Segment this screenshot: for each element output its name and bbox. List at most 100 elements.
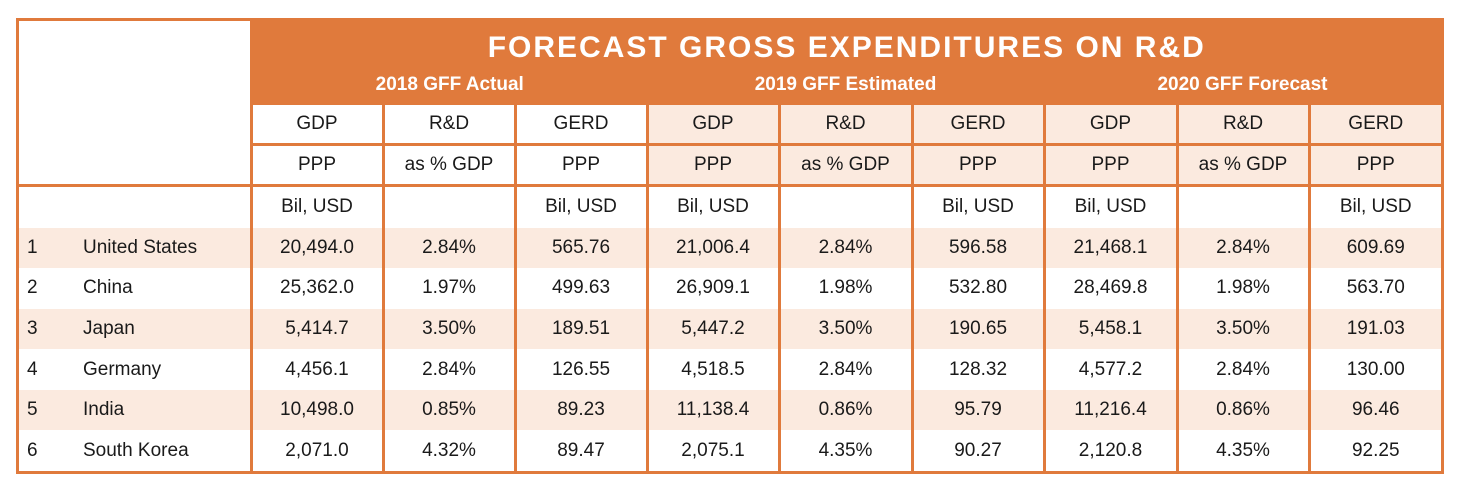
- value-gerd-2020: 92.25: [1307, 430, 1441, 471]
- value-gdp-2018: 4,456.1: [249, 349, 383, 390]
- value-gdp-2018: 10,498.0: [249, 389, 383, 431]
- unit-gdp-2020: Bil, USD: [1042, 185, 1177, 228]
- value-gdp-2019: 5,447.2: [645, 308, 779, 350]
- header-rd-2018: R&D: [381, 105, 515, 146]
- country-cell: South Korea: [75, 430, 251, 471]
- value-gdp-2020: 28,469.8: [1042, 268, 1177, 309]
- value-rd-2018: 3.50%: [381, 308, 515, 350]
- value-rd-2019: 2.84%: [777, 227, 912, 269]
- value-gerd-2020: 130.00: [1307, 349, 1441, 390]
- table-row: 2 China 25,362.0 1.97% 499.63 26,909.1 1.98% 53…: [19, 268, 1441, 309]
- value-rd-2018: 2.84%: [381, 349, 515, 390]
- country-cell: Japan: [75, 308, 251, 350]
- value-rd-2018: 4.32%: [381, 430, 515, 471]
- value-gdp-2018: 25,362.0: [249, 268, 383, 309]
- value-gerd-2019: 128.32: [910, 349, 1044, 390]
- value-gerd-2019: 90.27: [910, 430, 1044, 471]
- subheader-gerd-2019: PPP: [910, 144, 1044, 187]
- rank-cell: 3: [19, 308, 75, 350]
- value-gerd-2020: 563.70: [1307, 268, 1441, 309]
- subheader-gdp-2018: PPP: [251, 144, 383, 187]
- unit-rd-2019: [777, 185, 912, 228]
- value-gerd-2019: 532.80: [910, 268, 1044, 309]
- units-row: Bil, USD Bil, USD Bil, USD Bil, USD Bil, USD…: [19, 185, 1441, 228]
- gerd-table: FORECAST GROSS EXPENDITURES ON R&D 2018 …: [19, 21, 1441, 471]
- header-row-measure: GDP R&D GERD GDP R&D GERD GDP R&D GERD: [19, 105, 1441, 146]
- value-rd-2018: 1.97%: [381, 268, 515, 309]
- value-rd-2020: 2.84%: [1175, 349, 1309, 390]
- value-gdp-2020: 5,458.1: [1042, 308, 1177, 350]
- value-gdp-2020: 21,468.1: [1042, 227, 1177, 269]
- value-rd-2019: 1.98%: [777, 268, 912, 309]
- header-gerd-2018: GERD: [513, 105, 647, 146]
- value-rd-2020: 4.35%: [1175, 430, 1309, 471]
- rank-cell: 6: [19, 430, 75, 471]
- value-rd-2020: 0.86%: [1175, 389, 1309, 431]
- group-2020: 2020 GFF Forecast: [1044, 65, 1441, 105]
- value-gdp-2019: 11,138.4: [645, 389, 779, 431]
- table-body: Bil, USD Bil, USD Bil, USD Bil, USD Bil, USD…: [19, 185, 1441, 471]
- header-gdp-2019: GDP: [645, 105, 779, 146]
- country-cell: Germany: [75, 349, 251, 390]
- rank-cell: 5: [19, 389, 75, 431]
- value-gdp-2019: 26,909.1: [645, 268, 779, 309]
- header-gerd-2019: GERD: [910, 105, 1044, 146]
- value-gdp-2018: 20,494.0: [249, 227, 383, 269]
- header-row-unit: PPP as % GDP PPP PPP as % GDP PPP PPP as % GDP P…: [19, 144, 1441, 187]
- header-rd-2019: R&D: [777, 105, 912, 146]
- value-gdp-2019: 21,006.4: [645, 227, 779, 269]
- value-rd-2018: 0.85%: [381, 389, 515, 431]
- value-rd-2020: 3.50%: [1175, 308, 1309, 350]
- subheader-rd-2018: as % GDP: [381, 144, 515, 187]
- table-title: FORECAST GROSS EXPENDITURES ON R&D: [251, 21, 1441, 65]
- value-gerd-2018: 126.55: [513, 349, 647, 390]
- header-rd-2020: R&D: [1175, 105, 1309, 146]
- corner-cell: [19, 21, 253, 187]
- value-gdp-2020: 11,216.4: [1042, 389, 1177, 431]
- unit-gdp-2019: Bil, USD: [645, 185, 779, 228]
- subheader-gdp-2020: PPP: [1042, 144, 1177, 187]
- value-gerd-2018: 499.63: [513, 268, 647, 309]
- value-gerd-2019: 190.65: [910, 308, 1044, 350]
- value-gerd-2020: 191.03: [1307, 308, 1441, 350]
- value-gerd-2019: 95.79: [910, 389, 1044, 431]
- gerd-table-frame: FORECAST GROSS EXPENDITURES ON R&D 2018 …: [16, 18, 1444, 474]
- table-row: 6 South Korea 2,071.0 4.32% 89.47 2,075.1 4.35…: [19, 430, 1441, 471]
- table-row: 5 India 10,498.0 0.85% 89.23 11,138.4 0.86% 95.…: [19, 389, 1441, 431]
- unit-gerd-2020: Bil, USD: [1307, 185, 1441, 228]
- header-gdp-2018: GDP: [251, 105, 383, 146]
- header-gdp-2020: GDP: [1042, 105, 1177, 146]
- rank-cell: 2: [19, 268, 75, 309]
- value-gdp-2018: 5,414.7: [249, 308, 383, 350]
- subheader-rd-2019: as % GDP: [777, 144, 912, 187]
- value-gerd-2019: 596.58: [910, 227, 1044, 269]
- subheader-gerd-2020: PPP: [1307, 144, 1441, 187]
- header-gerd-2020: GERD: [1307, 105, 1441, 146]
- unit-gerd-2018: Bil, USD: [513, 185, 647, 228]
- value-rd-2019: 4.35%: [777, 430, 912, 471]
- value-gerd-2020: 96.46: [1307, 389, 1441, 431]
- value-rd-2020: 2.84%: [1175, 227, 1309, 269]
- units-rank-blank: [19, 185, 75, 228]
- value-rd-2019: 3.50%: [777, 308, 912, 350]
- country-cell: India: [75, 389, 251, 431]
- value-gdp-2019: 4,518.5: [645, 349, 779, 390]
- rank-cell: 1: [19, 227, 75, 269]
- value-gdp-2020: 2,120.8: [1042, 430, 1177, 471]
- table-row: 4 Germany 4,456.1 2.84% 126.55 4,518.5 2.84% 12…: [19, 349, 1441, 390]
- value-gerd-2018: 89.47: [513, 430, 647, 471]
- value-gdp-2018: 2,071.0: [249, 430, 383, 471]
- value-gdp-2020: 4,577.2: [1042, 349, 1177, 390]
- subheader-rd-2020: as % GDP: [1175, 144, 1309, 187]
- value-rd-2019: 0.86%: [777, 389, 912, 431]
- value-gerd-2018: 89.23: [513, 389, 647, 431]
- value-gerd-2018: 189.51: [513, 308, 647, 350]
- group-2019: 2019 GFF Estimated: [647, 65, 1044, 105]
- subheader-gdp-2019: PPP: [645, 144, 779, 187]
- value-gerd-2020: 609.69: [1307, 227, 1441, 269]
- value-rd-2018: 2.84%: [381, 227, 515, 269]
- unit-gdp-2018: Bil, USD: [249, 185, 383, 228]
- value-rd-2019: 2.84%: [777, 349, 912, 390]
- unit-gerd-2019: Bil, USD: [910, 185, 1044, 228]
- subheader-gerd-2018: PPP: [513, 144, 647, 187]
